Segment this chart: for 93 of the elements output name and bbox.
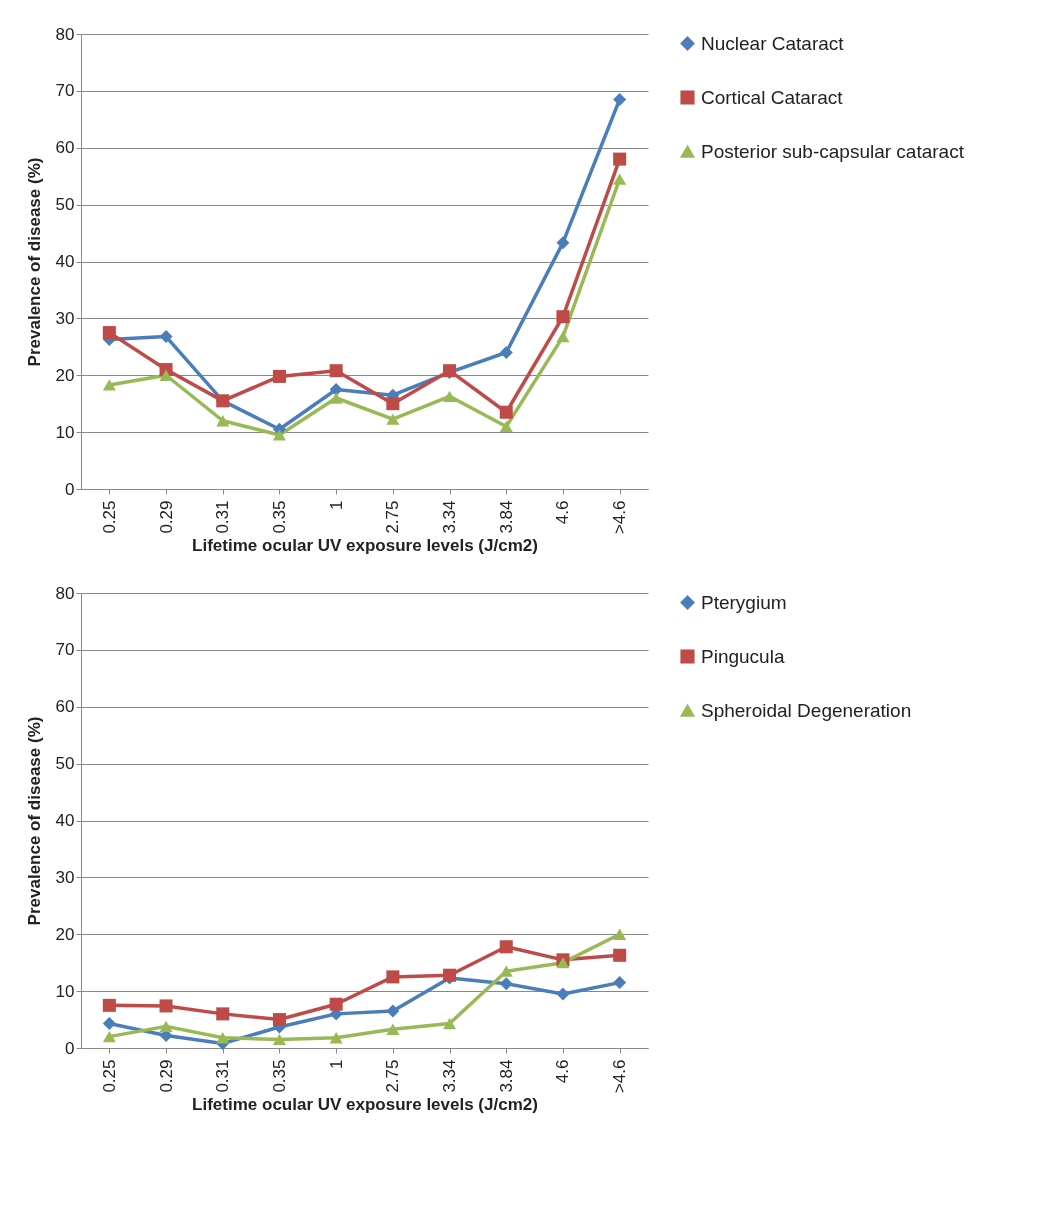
point [216, 1032, 230, 1044]
x-tick-label: 4.6 [553, 1059, 573, 1084]
point [613, 928, 627, 940]
legend-label: Pterygium [701, 591, 787, 613]
legend-label: Posterior sub-capsular cataract [701, 140, 965, 162]
y-tick-label: 10 [55, 422, 75, 442]
point [556, 957, 570, 969]
y-tick-label: 40 [55, 811, 75, 830]
point [102, 379, 116, 391]
y-tick-label: 70 [55, 81, 75, 101]
point [556, 330, 570, 343]
x-tick-label: >4.6 [610, 1059, 630, 1094]
y-tick-label: 60 [55, 697, 75, 717]
x-tick-label: 3.34 [440, 500, 460, 534]
x-tick-label: 0.35 [269, 1059, 289, 1093]
point [386, 1023, 400, 1035]
x-tick-label: 2.75 [383, 1059, 403, 1093]
point [613, 976, 627, 990]
point [102, 326, 116, 340]
point [613, 92, 627, 106]
legend-label: Spheroidal Degeneration [701, 699, 912, 721]
x-tick-label: 3.84 [496, 1059, 516, 1093]
x-tick-label: 0.25 [99, 500, 119, 534]
x-tick-label: 2.75 [383, 500, 403, 534]
legend-label: Cortical Cataract [701, 86, 844, 108]
y-tick-label: 40 [55, 252, 75, 271]
legend-label: Pingucula [701, 645, 785, 667]
point [272, 1033, 286, 1046]
point [443, 1017, 457, 1030]
point [329, 997, 343, 1011]
point [386, 1004, 400, 1018]
point [329, 364, 343, 378]
y-tick-label: 50 [55, 754, 75, 774]
point [556, 987, 570, 1001]
point [102, 1030, 116, 1043]
point [443, 390, 457, 402]
point [386, 413, 400, 425]
x-tick-label: 3.34 [440, 1059, 460, 1093]
point [499, 940, 513, 954]
point [556, 236, 570, 250]
y-axis-title: Prevalence of disease (%) [24, 157, 44, 367]
y-tick-label: 0 [65, 1038, 75, 1058]
legend-label: Nuclear Cataract [701, 32, 845, 54]
y-tick-label: 10 [55, 981, 75, 1001]
point [159, 330, 173, 344]
x-tick-label: 0.25 [99, 1059, 119, 1093]
point [499, 405, 513, 419]
point [329, 392, 343, 404]
point [499, 420, 513, 433]
x-tick-label: 0.31 [213, 500, 233, 534]
x-tick-label: 0.35 [269, 500, 289, 534]
x-axis-title: Lifetime ocular UV exposure levels (J/cm2) [192, 1095, 538, 1115]
point [216, 415, 230, 427]
x-tick-label: >4.6 [610, 500, 630, 535]
x-tick-label: 3.84 [496, 500, 516, 534]
y-tick-label: 80 [55, 24, 75, 44]
point [216, 1007, 230, 1021]
point [159, 999, 173, 1013]
point [499, 965, 513, 977]
x-tick-label: 1 [326, 500, 346, 510]
point [556, 310, 570, 324]
y-tick-label: 50 [55, 195, 75, 215]
y-tick-label: 20 [55, 365, 75, 385]
point [386, 970, 400, 984]
point [272, 429, 286, 441]
point [613, 948, 627, 962]
y-tick-label: 30 [55, 308, 75, 328]
x-tick-label: 4.6 [553, 500, 573, 525]
x-tick-label: 0.29 [156, 500, 176, 534]
point [272, 1013, 286, 1027]
x-axis-title: Lifetime ocular UV exposure levels (J/cm2) [192, 536, 538, 556]
y-tick-label: 0 [65, 479, 75, 499]
point [386, 397, 400, 411]
y-tick-label: 60 [55, 138, 75, 158]
y-axis-title: Prevalence of disease (%) [24, 716, 44, 926]
point [102, 1017, 116, 1031]
point [613, 173, 627, 185]
point [499, 977, 513, 991]
x-tick-label: 1 [326, 1059, 346, 1069]
point [613, 152, 627, 166]
point [272, 369, 286, 383]
point [329, 382, 343, 396]
point [329, 1032, 343, 1044]
point [499, 345, 513, 360]
y-tick-label: 70 [55, 640, 75, 660]
point [159, 1020, 173, 1033]
point [102, 998, 116, 1012]
point [159, 369, 173, 381]
x-tick-label: 0.31 [213, 1059, 233, 1093]
y-tick-label: 20 [55, 924, 75, 944]
x-tick-label: 0.29 [156, 1059, 176, 1093]
y-tick-label: 30 [55, 867, 75, 887]
y-tick-label: 80 [55, 583, 75, 603]
